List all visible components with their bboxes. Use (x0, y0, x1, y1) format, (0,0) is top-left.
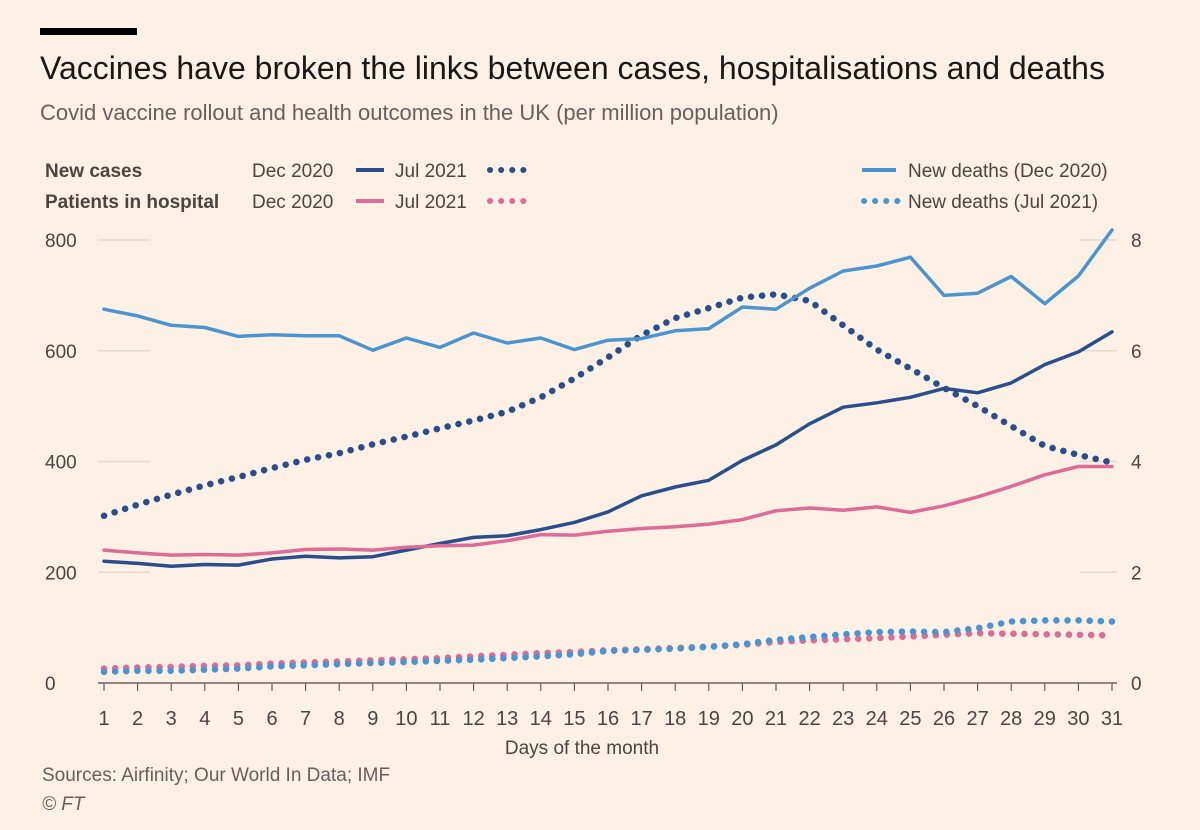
series-lines (100, 228, 1116, 676)
series-new-cases-jul-2021 (100, 291, 1116, 520)
x-tick-label: 24 (866, 708, 888, 730)
y-right-tick-label: 6 (1131, 342, 1142, 363)
copyright: © FT (42, 794, 85, 815)
x-tick-label: 30 (1067, 708, 1089, 730)
y-left-tick-label: 400 (45, 453, 77, 474)
gridlines (98, 239, 1117, 684)
x-tick-label: 26 (933, 708, 955, 730)
x-axis-label: Days of the month (505, 738, 659, 759)
legend: New cases Dec 2020 Jul 2021 Patients in … (45, 161, 1108, 213)
x-tick-label: 8 (334, 708, 345, 730)
x-tick-label: 22 (798, 708, 820, 730)
x-tick-label: 12 (462, 708, 484, 730)
x-axis: 1 2 3 4 5 6 7 8 9 10 11 12 13 14 15 16 17 18 19 20 21 22 23 24 2… (98, 683, 1123, 730)
x-tick-label: 1 (98, 708, 109, 730)
brand-bar (40, 28, 137, 35)
series-patients-in-hospital-dec-2020 (102, 464, 1114, 557)
y-right-tick-label: 0 (1131, 674, 1142, 695)
x-tick-label: 5 (233, 708, 244, 730)
series-new-deaths-dec-2020 (102, 228, 1114, 352)
x-tick-label: 10 (395, 708, 417, 730)
legend-new-cases-dec-label: Dec 2020 (252, 161, 333, 182)
x-tick-label: 25 (899, 708, 921, 730)
y-left-tick-label: 0 (45, 674, 56, 695)
x-tick-label: 31 (1101, 708, 1123, 730)
legend-row-patients-in-hospital: Patients in hospital (45, 192, 219, 213)
source-note: Sources: Airfinity; Our World In Data; I… (42, 765, 391, 786)
y-left-tick-label: 200 (45, 563, 77, 584)
y-left-tick-label: 600 (45, 342, 77, 363)
x-tick-label: 27 (966, 708, 988, 730)
legend-deaths-jul-label: New deaths (Jul 2021) (908, 192, 1098, 213)
chart-subtitle: Covid vaccine rollout and health outcome… (40, 100, 779, 125)
left-y-axis: 0 200 400 600 800 (45, 231, 77, 695)
x-tick-label: 20 (731, 708, 753, 730)
x-tick-label: 4 (199, 708, 210, 730)
x-tick-label: 13 (496, 708, 518, 730)
x-tick-label: 7 (300, 708, 311, 730)
x-tick-label: 11 (430, 708, 451, 730)
x-tick-label: 3 (166, 708, 177, 730)
y-right-tick-label: 4 (1131, 453, 1142, 474)
x-tick-label: 28 (1000, 708, 1022, 730)
legend-new-cases-jul-label: Jul 2021 (395, 161, 467, 182)
legend-hospital-dec-label: Dec 2020 (252, 192, 333, 213)
x-tick-label: 16 (597, 708, 619, 730)
legend-row-new-cases: New cases (45, 161, 142, 182)
y-right-tick-label: 8 (1131, 231, 1142, 252)
x-tick-label: 18 (664, 708, 686, 730)
series-new-cases-dec-2020 (102, 330, 1114, 568)
series-patients-in-hospital-jul-2021 (100, 629, 1116, 672)
y-left-tick-label: 800 (45, 231, 77, 252)
x-tick-label: 9 (367, 708, 378, 730)
series-new-deaths-jul-2021 (100, 617, 1116, 676)
x-tick-label: 2 (132, 708, 143, 730)
x-tick-label: 21 (765, 708, 787, 730)
legend-hospital-jul-label: Jul 2021 (395, 192, 467, 213)
x-tick-label: 29 (1034, 708, 1056, 730)
x-tick-label: 17 (630, 708, 652, 730)
x-tick-label: 23 (832, 708, 854, 730)
x-tick-label: 15 (563, 708, 585, 730)
y-right-tick-label: 2 (1131, 563, 1142, 584)
x-tick-label: 6 (266, 708, 277, 730)
chart-title: Vaccines have broken the links between c… (40, 50, 1105, 86)
right-y-axis: 0 2 4 6 8 (1131, 231, 1142, 695)
x-tick-label: 14 (530, 708, 552, 730)
x-tick-label: 19 (698, 708, 720, 730)
legend-deaths-dec-label: New deaths (Dec 2020) (908, 161, 1108, 182)
